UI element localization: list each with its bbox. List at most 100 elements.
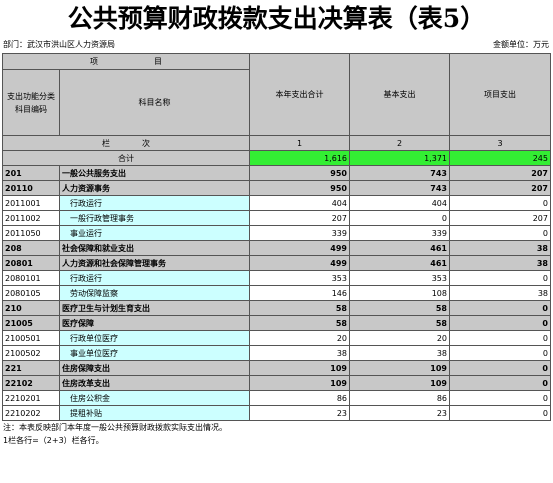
row-c3: 38	[449, 255, 551, 271]
row-code: 2080101	[2, 270, 60, 286]
total-c2: 1,371	[349, 150, 450, 166]
header-code: 支出功能分类科目编码	[2, 69, 60, 136]
table-row: 20110 人力资源事务 950 743 207	[2, 180, 551, 196]
row-c2: 108	[349, 285, 450, 301]
table-row: 208 社会保障和就业支出 499 461 38	[2, 240, 551, 256]
table-row: 2080101 行政运行 353 353 0	[2, 270, 551, 286]
table-row: 2210202 提租补贴 23 23 0	[2, 405, 551, 421]
row-name: 住房改革支出	[59, 375, 250, 391]
row-c2: 461	[349, 255, 450, 271]
total-label: 合计	[2, 150, 250, 166]
row-name: 医疗保障	[59, 315, 250, 331]
row-c3: 0	[449, 225, 551, 241]
row-name: 住房保障支出	[59, 360, 250, 376]
row-code: 2100501	[2, 330, 60, 346]
table-row: 21005 医疗保障 58 58 0	[2, 315, 551, 331]
row-code: 20110	[2, 180, 60, 196]
row-name: 劳动保障监察	[59, 285, 250, 301]
header-col1: 本年支出合计	[249, 53, 350, 136]
row-code: 221	[2, 360, 60, 376]
row-c3: 0	[449, 270, 551, 286]
page-title: 公共预算财政拨款支出决算表（表5）	[67, 4, 486, 33]
header-name: 科目名称	[59, 69, 250, 136]
row-c3: 38	[449, 240, 551, 256]
department-label: 部门：武汉市洪山区人力资源局	[3, 40, 115, 49]
total-c1: 1,616	[249, 150, 350, 166]
row-c1: 58	[249, 300, 350, 316]
header-n2: 2	[349, 135, 450, 151]
table-row: 2011002 一般行政管理事务 207 0 207	[2, 210, 551, 226]
row-c3: 207	[449, 180, 551, 196]
table-row: 20801 人力资源和社会保障管理事务 499 461 38	[2, 255, 551, 271]
note-line-1: 注：本表反映部门本年度一般公共预算财政拨款实际支出情况。	[3, 423, 227, 432]
row-code: 2210202	[2, 405, 60, 421]
row-c1: 20	[249, 330, 350, 346]
row-c3: 0	[449, 375, 551, 391]
row-c3: 0	[449, 300, 551, 316]
table-row: 2100501 行政单位医疗 20 20 0	[2, 330, 551, 346]
row-c2: 109	[349, 360, 450, 376]
row-code: 20801	[2, 255, 60, 271]
header-column-label: 栏 次	[2, 135, 250, 151]
row-c2: 404	[349, 195, 450, 211]
row-name: 事业单位医疗	[59, 345, 250, 361]
table-row: 22102 住房改革支出 109 109 0	[2, 375, 551, 391]
table-row: 201 一般公共服务支出 950 743 207	[2, 165, 551, 181]
row-name: 住房公积金	[59, 390, 250, 406]
row-code: 21005	[2, 315, 60, 331]
row-c1: 109	[249, 375, 350, 391]
table-row: 2210201 住房公积金 86 86 0	[2, 390, 551, 406]
row-c1: 339	[249, 225, 350, 241]
row-c1: 950	[249, 165, 350, 181]
row-code: 2011001	[2, 195, 60, 211]
row-c1: 353	[249, 270, 350, 286]
row-code: 22102	[2, 375, 60, 391]
header-item: 项 目	[2, 53, 250, 70]
table-row: 2080105 劳动保障监察 146 108 38	[2, 285, 551, 301]
row-name: 行政单位医疗	[59, 330, 250, 346]
row-name: 社会保障和就业支出	[59, 240, 250, 256]
row-c3: 207	[449, 210, 551, 226]
row-code: 210	[2, 300, 60, 316]
row-c1: 58	[249, 315, 350, 331]
table-row: 2011050 事业运行 339 339 0	[2, 225, 551, 241]
row-code: 2011050	[2, 225, 60, 241]
row-code: 208	[2, 240, 60, 256]
budget-table: 项 目 本年支出合计 基本支出 项目支出 支出功能分类科目编码 科目名称 栏 次…	[2, 53, 551, 421]
row-name: 事业运行	[59, 225, 250, 241]
row-c2: 0	[349, 210, 450, 226]
row-c1: 109	[249, 360, 350, 376]
note-line-2: 1栏各行=（2+3）栏各行。	[3, 436, 104, 445]
row-name: 医疗卫生与计划生育支出	[59, 300, 250, 316]
row-code: 2080105	[2, 285, 60, 301]
header-n3: 3	[449, 135, 551, 151]
header-col3: 项目支出	[449, 53, 551, 136]
row-c1: 499	[249, 240, 350, 256]
row-c3: 38	[449, 285, 551, 301]
row-c3: 0	[449, 330, 551, 346]
row-code: 2100502	[2, 345, 60, 361]
row-c2: 109	[349, 375, 450, 391]
row-c2: 339	[349, 225, 450, 241]
row-name: 一般公共服务支出	[59, 165, 250, 181]
row-c2: 743	[349, 180, 450, 196]
row-c3: 0	[449, 195, 551, 211]
table-row: 221 住房保障支出 109 109 0	[2, 360, 551, 376]
row-name: 人力资源和社会保障管理事务	[59, 255, 250, 271]
row-c3: 0	[449, 315, 551, 331]
row-c1: 23	[249, 405, 350, 421]
row-name: 行政运行	[59, 270, 250, 286]
row-name: 人力资源事务	[59, 180, 250, 196]
row-c2: 23	[349, 405, 450, 421]
row-c3: 0	[449, 405, 551, 421]
row-c2: 58	[349, 300, 450, 316]
row-c1: 146	[249, 285, 350, 301]
row-c3: 0	[449, 345, 551, 361]
row-c3: 0	[449, 360, 551, 376]
row-c3: 207	[449, 165, 551, 181]
unit-label: 金额单位：万元	[493, 40, 549, 49]
row-c1: 404	[249, 195, 350, 211]
header-n1: 1	[249, 135, 350, 151]
header-col2: 基本支出	[349, 53, 450, 136]
row-c2: 353	[349, 270, 450, 286]
